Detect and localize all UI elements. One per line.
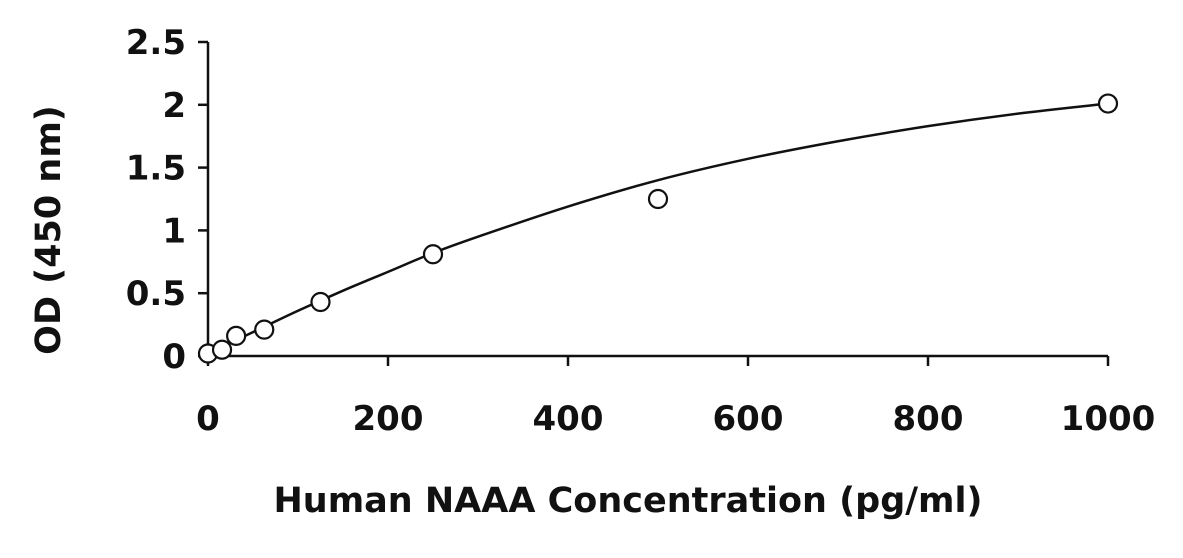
x-tick-label: 600 bbox=[713, 399, 784, 439]
data-point bbox=[647, 188, 669, 210]
data-point bbox=[254, 319, 275, 340]
x-tick-label: 0 bbox=[196, 399, 220, 439]
y-axis-title: OD (450 nm) bbox=[29, 105, 69, 355]
x-tick-label: 400 bbox=[533, 399, 604, 439]
x-tick-label: 800 bbox=[893, 399, 964, 439]
y-tick-label: 1 bbox=[162, 211, 186, 251]
fit-curve bbox=[207, 102, 1109, 355]
y-tick-labels: 0 0.5 1 1.5 2 2.5 bbox=[126, 23, 186, 377]
data-point bbox=[1097, 93, 1119, 114]
x-tick-labels: 0 200 400 600 800 1000 bbox=[196, 399, 1155, 439]
x-tick-label: 1000 bbox=[1061, 399, 1156, 439]
data-point bbox=[226, 325, 247, 347]
data-point bbox=[310, 291, 331, 313]
fit-curve-group bbox=[207, 102, 1109, 355]
y-tick-label: 1.5 bbox=[126, 149, 186, 189]
data-point bbox=[211, 339, 233, 360]
y-tick-label: 2.5 bbox=[126, 23, 186, 63]
data-point bbox=[422, 244, 444, 265]
x-tick-label: 200 bbox=[353, 399, 424, 439]
data-points bbox=[197, 93, 1119, 364]
x-axis-title: Human NAAA Concentration (pg/ml) bbox=[273, 481, 982, 521]
y-tick-label: 2 bbox=[162, 86, 186, 126]
x-axis bbox=[206, 354, 1110, 366]
y-axis bbox=[198, 40, 210, 358]
y-tick-label: 0 bbox=[162, 337, 186, 377]
y-tick-label: 0.5 bbox=[126, 274, 186, 314]
